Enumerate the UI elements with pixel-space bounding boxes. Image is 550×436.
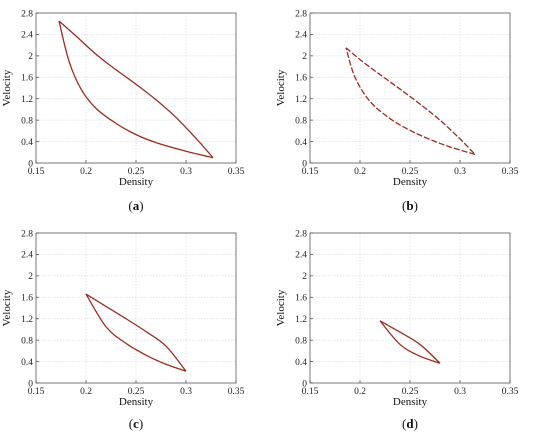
y-tick-label: 0.4 [295,358,307,368]
y-tick-label: 0 [28,379,33,389]
y-tick-label: 0 [302,159,307,169]
panel-caption: (b) [402,198,418,213]
x-tick-label: 0.2 [354,167,366,177]
y-tick-label: 2.8 [21,229,33,239]
panel-caption: (d) [402,416,418,431]
panel-b: 0.15 0.2 0.25 0.3 0.35 0 0.4 0.8 1.2 1.6 2 2.4 2.8 De… [275,9,519,213]
x-tick-label: 0.25 [128,167,145,177]
x-tick-label: 0.15 [28,387,45,397]
y-tick-label: 0.4 [21,358,33,368]
x-tick-label: 0.35 [502,387,519,397]
panel-caption: (a) [128,198,143,213]
series-line-1 [85,293,187,372]
x-tick-label: 0.2 [80,167,92,177]
y-tick-label: 0 [302,379,307,389]
y-tick-label: 0.8 [295,336,307,346]
y-tick-label: 2.4 [295,31,307,41]
x-tick-label: 0.2 [80,387,92,397]
x-tick-label: 0.25 [402,167,419,177]
y-tick-label: 0.8 [21,116,33,126]
y-axis-label: Velocity [1,289,13,326]
y-tick-label: 1.6 [21,74,33,84]
x-tick-label: 0.2 [354,387,366,397]
series-line-2 [379,320,441,364]
y-tick-label: 2 [28,272,33,282]
y-axis-label: Velocity [275,289,287,326]
y-axis-label: Velocity [275,69,287,106]
x-tick-label: 0.35 [502,167,519,177]
y-tick-label: 2.8 [21,9,33,19]
x-tick-label: 0.25 [402,387,419,397]
x-axis-label: Density [119,396,154,408]
x-tick-label: 0.3 [180,387,192,397]
y-tick-label: 2 [302,52,307,62]
y-tick-label: 1.6 [295,74,307,84]
series-line-1 [379,320,441,364]
x-tick-label: 0.3 [454,167,466,177]
x-tick-label: 0.15 [28,167,45,177]
y-tick-label: 2.4 [295,251,307,261]
x-tick-label: 0.3 [180,167,192,177]
x-axis-label: Density [119,176,154,188]
y-tick-label: 1.2 [21,315,33,325]
y-tick-label: 2.4 [21,251,33,261]
y-tick-label: 2.4 [21,31,33,41]
x-tick-label: 0.3 [454,387,466,397]
x-axis-label: Density [393,176,428,188]
y-axis-label: Velocity [1,69,13,106]
series-line-2 [345,47,476,156]
panel-a: 0.15 0.2 0.25 0.3 0.35 0 0.4 0.8 1.2 1.6 2 2.4 2.8 De… [1,9,245,213]
x-tick-label: 0.15 [302,167,319,177]
series-line-2 [85,293,187,372]
y-tick-label: 1.6 [295,294,307,304]
y-tick-label: 2.8 [295,9,307,19]
y-tick-label: 2 [28,52,33,62]
x-tick-label: 0.15 [302,387,319,397]
series-line-2 [58,20,214,159]
y-tick-label: 1.2 [295,95,307,105]
x-tick-label: 0.25 [128,387,145,397]
x-tick-label: 0.35 [228,387,245,397]
y-tick-label: 0.8 [21,336,33,346]
y-tick-label: 0.4 [295,138,307,148]
panel-caption: (c) [129,416,143,431]
y-tick-label: 2 [302,272,307,282]
y-tick-label: 1.6 [21,294,33,304]
x-axis-label: Density [393,396,428,408]
series-line-1 [345,47,476,155]
y-tick-label: 2.8 [295,229,307,239]
series-line-1 [58,20,214,159]
y-tick-label: 0.4 [21,138,33,148]
y-tick-label: 1.2 [21,95,33,105]
y-tick-label: 0.8 [295,116,307,126]
panel-d: 0.15 0.2 0.25 0.3 0.35 0 0.4 0.8 1.2 1.6 2 2.4 2.8 De… [275,229,519,431]
y-tick-label: 1.2 [295,315,307,325]
x-tick-label: 0.35 [228,167,245,177]
panel-c: 0.15 0.2 0.25 0.3 0.35 0 0.4 0.8 1.2 1.6 2 2.4 2.8 De… [1,229,245,431]
y-tick-label: 0 [28,159,33,169]
